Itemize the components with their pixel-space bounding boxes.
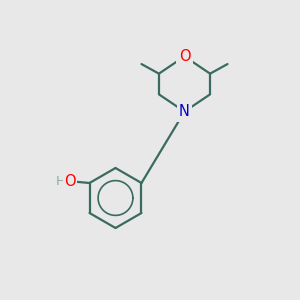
Text: O: O	[64, 174, 76, 189]
Text: O: O	[179, 49, 190, 64]
Text: N: N	[179, 104, 190, 119]
Text: H: H	[56, 175, 65, 188]
